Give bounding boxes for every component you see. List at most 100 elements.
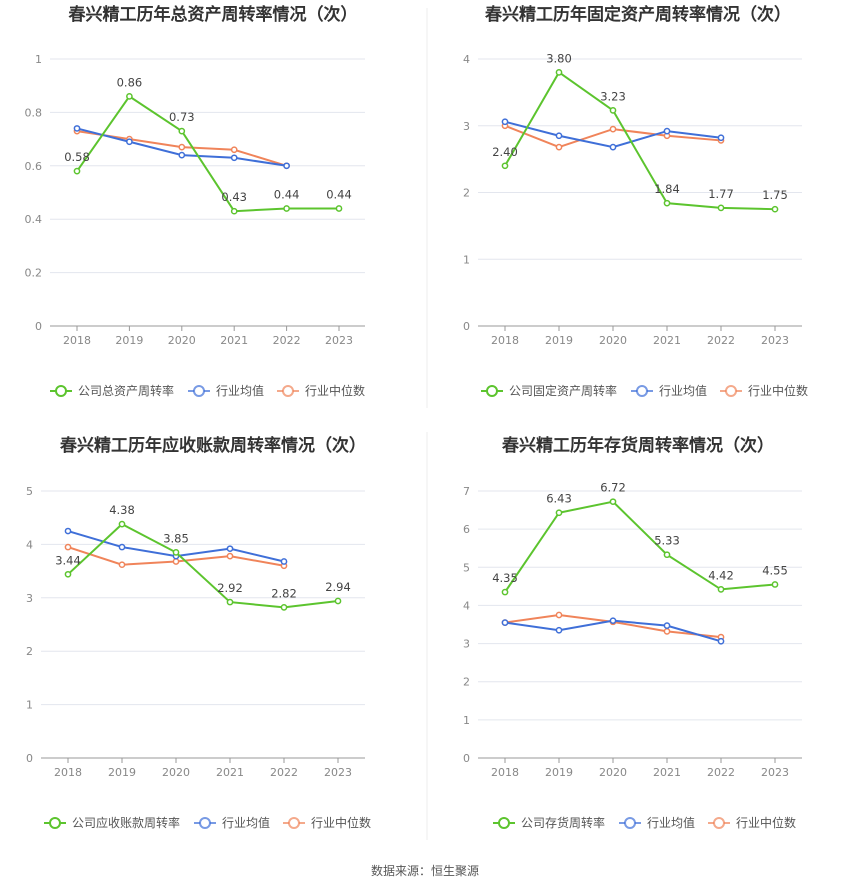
data-point-company [555, 69, 563, 76]
data-point-industry_median [555, 143, 563, 151]
chart-panel-2: 春兴精工历年固定资产周转率情况（次） 0 1 2 3 4 2018 2019 2020 2021 2… [463, 4, 808, 398]
y-tick-label: 7 [463, 485, 470, 498]
data-label: 4.35 [492, 571, 518, 585]
data-point-industry_avg [126, 138, 133, 146]
data-point-industry_avg [717, 134, 725, 142]
y-tick-label: 3 [463, 638, 470, 651]
data-point-company [555, 509, 563, 517]
x-tick-label: 2020 [599, 766, 627, 779]
series-line-company [76, 95, 339, 213]
data-label: 4.42 [708, 568, 734, 582]
x-tick-label: 2018 [54, 766, 82, 779]
data-label: 0.44 [274, 188, 300, 202]
data-label: 2.92 [217, 581, 243, 595]
data-label: 5.33 [654, 534, 680, 548]
y-tick-label: 3 [26, 592, 33, 605]
legend-label-company: 公司存货周转率 [521, 815, 605, 830]
legend-swatch-marker-company [49, 817, 61, 829]
data-label: 0.86 [117, 75, 143, 89]
legend-label-industry_avg: 行业均值 [659, 383, 707, 398]
data-point-industry_avg [609, 617, 617, 625]
data-point-company [230, 207, 238, 215]
data-label: 0.58 [64, 150, 90, 164]
y-tick-label: 6 [463, 523, 470, 536]
y-tick-label: 4 [463, 599, 470, 612]
chart-title: 春兴精工历年应收账款周转率情况（次） [60, 435, 366, 456]
data-point-company [226, 598, 234, 606]
chart-title: 春兴精工历年存货周转率情况（次） [502, 435, 774, 456]
legend-swatch-marker-industry_avg [199, 817, 211, 829]
chart-title: 春兴精工历年总资产周转率情况（次） [69, 4, 358, 25]
legend-label-company: 公司固定资产周转率 [509, 383, 617, 398]
data-point-company [178, 127, 186, 135]
data-label: 6.72 [600, 481, 626, 495]
x-tick-label: 2019 [108, 766, 136, 779]
data-point-company [126, 93, 133, 100]
y-tick-label: 5 [26, 485, 33, 498]
data-point-industry_avg [178, 151, 186, 159]
chart-panel-3: 春兴精工历年应收账款周转率情况（次） 0 1 2 3 4 5 2018 2019 2020 2021… [26, 435, 371, 830]
x-tick-label: 2023 [324, 766, 352, 779]
x-tick-label: 2019 [545, 766, 573, 779]
data-point-industry_avg [663, 127, 671, 135]
legend-swatch-marker-company [486, 385, 498, 397]
x-tick-label: 2023 [761, 766, 789, 779]
data-point-industry_avg [555, 626, 563, 634]
data-point-company [64, 570, 72, 578]
data-point-industry_avg [73, 125, 81, 132]
data-point-industry_avg [501, 619, 509, 626]
x-tick-label: 2019 [545, 334, 573, 347]
data-point-industry_median [230, 146, 238, 154]
x-tick-label: 2020 [599, 334, 627, 347]
data-point-company [283, 205, 290, 212]
data-point-company [73, 167, 81, 175]
legend-swatch-marker-industry_median [725, 385, 737, 397]
data-point-industry_median [226, 552, 234, 560]
data-label: 1.77 [708, 187, 734, 201]
data-point-company [609, 498, 617, 506]
y-tick-label: 0 [35, 320, 42, 333]
x-tick-label: 2018 [63, 334, 91, 347]
data-point-company [771, 581, 779, 588]
data-label: 0.43 [221, 190, 247, 204]
legend-label-industry_median: 行业中位数 [748, 383, 808, 398]
data-label: 3.23 [600, 89, 626, 103]
chart-legend: 公司应收账款周转率 行业均值 行业中位数 [44, 815, 371, 830]
x-tick-label: 2021 [220, 334, 248, 347]
data-label: 3.85 [163, 531, 189, 545]
data-label: 3.80 [546, 51, 572, 65]
x-tick-label: 2020 [168, 334, 196, 347]
y-tick-label: 1 [463, 714, 470, 727]
y-tick-label: 1 [463, 253, 470, 266]
data-label: 1.75 [762, 188, 788, 202]
data-point-company [663, 551, 671, 559]
y-tick-label: 0 [26, 752, 33, 765]
data-point-industry_avg [663, 622, 671, 629]
y-tick-label: 2 [26, 645, 33, 658]
y-tick-label: 5 [463, 561, 470, 574]
x-tick-label: 2019 [115, 334, 143, 347]
y-tick-label: 3 [463, 120, 470, 133]
data-point-industry_avg [283, 162, 290, 170]
x-tick-label: 2021 [653, 334, 681, 347]
data-label: 2.94 [325, 580, 351, 594]
data-point-industry_avg [118, 543, 126, 551]
data-source-note: 数据来源：恒生聚源 [370, 864, 479, 878]
data-point-industry_avg [280, 558, 288, 565]
series-line-company [504, 500, 776, 593]
chart-panel-4: 春兴精工历年存货周转率情况（次） 0 1 2 3 4 5 6 7 2018 2019 2020 2021… [463, 435, 802, 830]
data-point-industry_median [178, 143, 186, 151]
data-point-company [280, 604, 288, 611]
series-line-company [67, 522, 339, 609]
y-tick-label: 1 [35, 53, 42, 66]
legend-swatch-marker-company [498, 817, 510, 829]
data-point-industry_avg [555, 132, 563, 140]
data-label: 2.82 [271, 586, 297, 600]
x-tick-label: 2018 [491, 334, 519, 347]
y-tick-label: 0.6 [25, 160, 43, 173]
data-point-company [172, 549, 180, 556]
x-tick-label: 2023 [325, 334, 353, 347]
x-tick-label: 2021 [653, 766, 681, 779]
legend-label-company: 公司应收账款周转率 [72, 815, 180, 830]
data-point-industry_median [118, 561, 126, 569]
